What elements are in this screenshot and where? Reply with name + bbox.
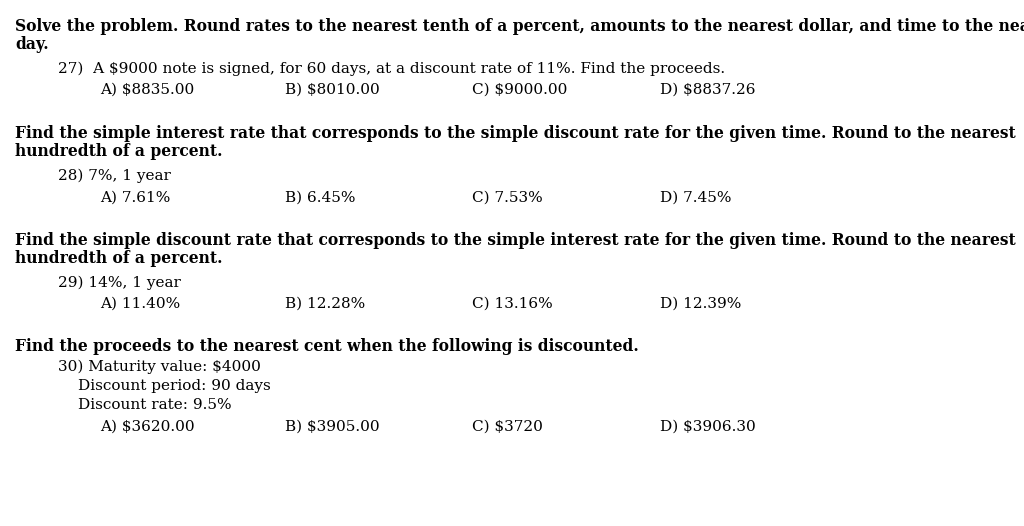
Text: C) $9000.00: C) $9000.00 [472, 83, 567, 97]
Text: D) $8837.26: D) $8837.26 [660, 83, 756, 97]
Text: B) $8010.00: B) $8010.00 [285, 83, 380, 97]
Text: Discount rate: 9.5%: Discount rate: 9.5% [78, 398, 231, 412]
Text: Solve the problem. Round rates to the nearest tenth of a percent, amounts to the: Solve the problem. Round rates to the ne… [15, 18, 1024, 35]
Text: Find the proceeds to the nearest cent when the following is discounted.: Find the proceeds to the nearest cent wh… [15, 338, 639, 355]
Text: B) $3905.00: B) $3905.00 [285, 420, 380, 434]
Text: 29) 14%, 1 year: 29) 14%, 1 year [58, 276, 181, 290]
Text: D) 7.45%: D) 7.45% [660, 191, 731, 205]
Text: A) 11.40%: A) 11.40% [100, 297, 180, 311]
Text: Find the simple discount rate that corresponds to the simple interest rate for t: Find the simple discount rate that corre… [15, 232, 1016, 249]
Text: 30) Maturity value: $4000: 30) Maturity value: $4000 [58, 360, 261, 375]
Text: D) $3906.30: D) $3906.30 [660, 420, 756, 434]
Text: 27)  A $9000 note is signed, for 60 days, at a discount rate of 11%. Find the pr: 27) A $9000 note is signed, for 60 days,… [58, 62, 725, 76]
Text: hundredth of a percent.: hundredth of a percent. [15, 143, 222, 160]
Text: C) 7.53%: C) 7.53% [472, 191, 543, 205]
Text: A) 7.61%: A) 7.61% [100, 191, 170, 205]
Text: Find the simple interest rate that corresponds to the simple discount rate for t: Find the simple interest rate that corre… [15, 125, 1016, 142]
Text: B) 12.28%: B) 12.28% [285, 297, 366, 311]
Text: D) 12.39%: D) 12.39% [660, 297, 741, 311]
Text: B) 6.45%: B) 6.45% [285, 191, 355, 205]
Text: C) 13.16%: C) 13.16% [472, 297, 553, 311]
Text: day.: day. [15, 36, 48, 53]
Text: Discount period: 90 days: Discount period: 90 days [78, 379, 270, 393]
Text: C) $3720: C) $3720 [472, 420, 543, 434]
Text: 28) 7%, 1 year: 28) 7%, 1 year [58, 169, 171, 184]
Text: A) $3620.00: A) $3620.00 [100, 420, 195, 434]
Text: hundredth of a percent.: hundredth of a percent. [15, 250, 222, 267]
Text: A) $8835.00: A) $8835.00 [100, 83, 195, 97]
